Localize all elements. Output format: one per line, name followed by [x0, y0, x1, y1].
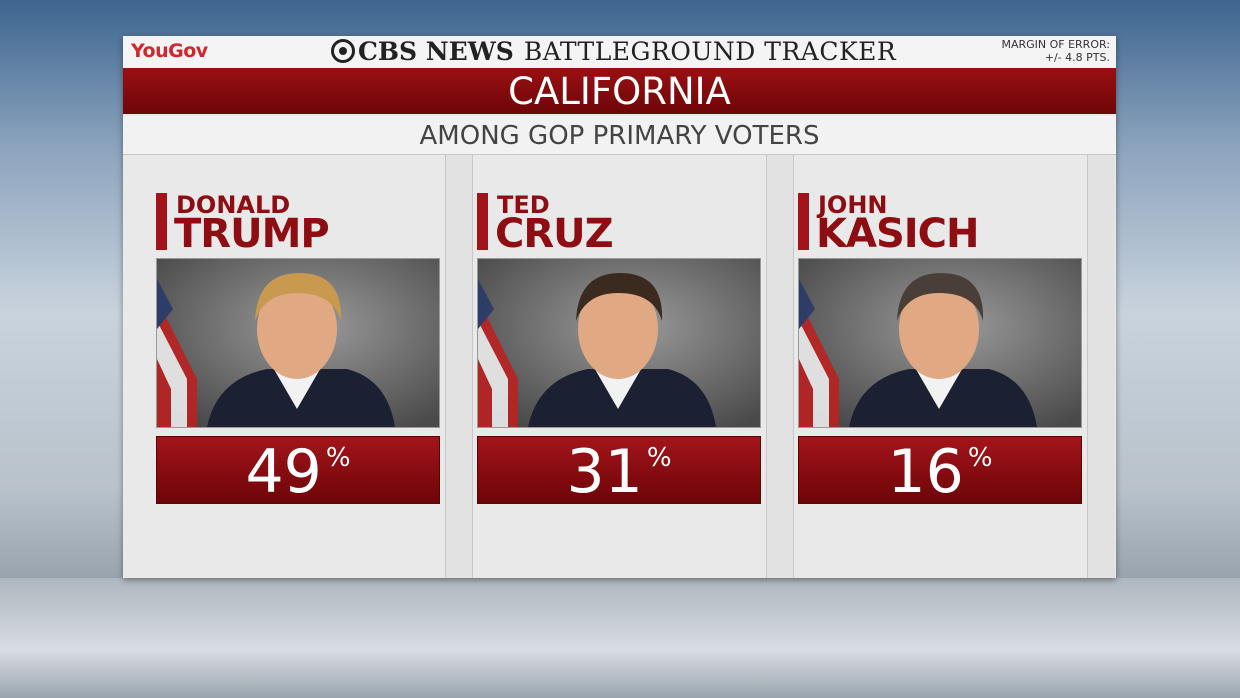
value-box: 31% [477, 436, 761, 507]
name-bar [156, 193, 167, 250]
margin-of-error: MARGIN OF ERROR: +/- 4.8 PTS. [1001, 38, 1110, 64]
candidate-photo [798, 258, 1082, 428]
candidate-photo-art [157, 259, 439, 427]
header-title: BATTLEGROUND TRACKER [523, 37, 897, 66]
margin-value: +/- 4.8 PTS. [1044, 51, 1110, 64]
column-separator [1087, 155, 1115, 578]
name-bar [798, 193, 809, 250]
margin-label: MARGIN OF ERROR: [1001, 38, 1110, 51]
poll-value: 49 [245, 437, 322, 507]
column-separator [445, 155, 473, 578]
poll-value: 16 [887, 437, 964, 507]
candidate-photo [156, 258, 440, 428]
first-name: JOHN [818, 191, 888, 219]
subtitle: AMONG GOP PRIMARY VOTERS [123, 116, 1116, 155]
percent-sign: % [646, 443, 672, 473]
candidate-photo-art [799, 259, 1081, 427]
yougov-logo: YouGov [131, 40, 208, 62]
percent-sign: % [325, 443, 351, 473]
percent-sign: % [967, 443, 993, 473]
network-name: CBS NEWS [358, 37, 514, 66]
poll-value: 31 [566, 437, 643, 507]
cbs-eye [331, 39, 355, 63]
graphic-panel: YouGov CBS NEWS BATTLEGROUND TRACKER MARG… [123, 36, 1116, 578]
studio-floor [0, 578, 1240, 698]
candidate-photo-art [478, 259, 760, 427]
last-name: KASICH [816, 211, 979, 257]
last-name: CRUZ [495, 211, 614, 257]
column-separator [766, 155, 794, 578]
top-bar: YouGov CBS NEWS BATTLEGROUND TRACKER MARG… [123, 36, 1116, 68]
value-box: 49% [156, 436, 440, 507]
first-name: DONALD [176, 191, 291, 219]
name-bar [477, 193, 488, 250]
value-box: 16% [798, 436, 1082, 507]
state-band: CALIFORNIA [123, 68, 1116, 114]
cbs-header: CBS NEWS BATTLEGROUND TRACKER [331, 37, 896, 66]
candidate-photo [477, 258, 761, 428]
last-name: TRUMP [174, 211, 330, 257]
first-name: TED [497, 191, 550, 219]
